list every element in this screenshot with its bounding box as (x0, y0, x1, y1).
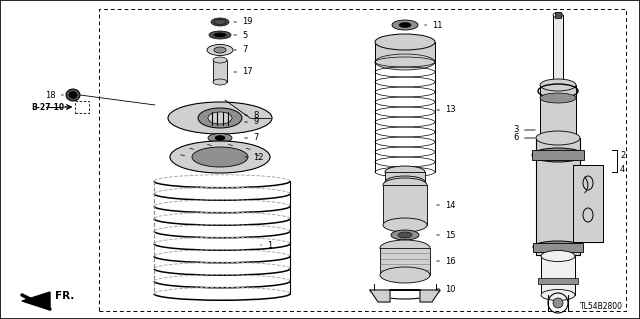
Ellipse shape (541, 250, 575, 262)
Ellipse shape (383, 178, 427, 192)
Text: TL54B2800: TL54B2800 (580, 302, 623, 311)
Ellipse shape (213, 79, 227, 85)
Text: 9: 9 (244, 117, 259, 127)
Ellipse shape (69, 92, 77, 99)
Bar (375, 42, 435, 62)
Ellipse shape (215, 136, 225, 140)
Ellipse shape (207, 44, 233, 56)
Bar (541, 256, 575, 295)
Ellipse shape (168, 102, 272, 134)
Bar (533, 243, 583, 252)
Ellipse shape (533, 241, 583, 253)
Polygon shape (22, 292, 50, 310)
Bar (99, 9, 626, 311)
Text: 17: 17 (234, 68, 253, 77)
Text: 12: 12 (244, 152, 264, 161)
Ellipse shape (392, 20, 418, 30)
Ellipse shape (399, 23, 411, 27)
Text: 4: 4 (620, 166, 625, 174)
Text: 16: 16 (436, 256, 456, 265)
Bar (383, 185, 427, 225)
Bar (75, 101, 89, 113)
Text: 3: 3 (514, 125, 535, 135)
Text: 10: 10 (436, 285, 456, 293)
Ellipse shape (553, 298, 563, 308)
Bar (213, 60, 227, 82)
Text: 19: 19 (234, 18, 253, 26)
Ellipse shape (208, 112, 232, 124)
Text: 8: 8 (244, 110, 259, 120)
Ellipse shape (540, 79, 576, 91)
Text: 18: 18 (45, 91, 63, 100)
Ellipse shape (192, 147, 248, 167)
Ellipse shape (541, 290, 575, 300)
Ellipse shape (383, 218, 427, 232)
Ellipse shape (208, 133, 232, 143)
Bar (553, 15, 563, 85)
Ellipse shape (380, 240, 430, 256)
Ellipse shape (540, 132, 576, 144)
Ellipse shape (375, 34, 435, 50)
Text: 14: 14 (436, 201, 456, 210)
Ellipse shape (66, 89, 80, 101)
Ellipse shape (214, 19, 226, 25)
Ellipse shape (540, 93, 576, 103)
Bar (538, 278, 578, 284)
Ellipse shape (391, 230, 419, 240)
Ellipse shape (553, 12, 563, 18)
Text: 6: 6 (514, 133, 535, 143)
Bar (385, 172, 425, 182)
Text: 7: 7 (244, 133, 259, 143)
Ellipse shape (375, 54, 435, 70)
Ellipse shape (380, 267, 430, 283)
Text: 2: 2 (620, 151, 625, 160)
Ellipse shape (385, 176, 425, 188)
Text: B-27-10: B-27-10 (31, 102, 64, 112)
Ellipse shape (198, 108, 242, 128)
Bar (380, 248, 430, 275)
Bar (573, 165, 603, 242)
Text: 7: 7 (234, 46, 248, 55)
Ellipse shape (385, 166, 425, 178)
Text: 11: 11 (425, 20, 442, 29)
Ellipse shape (532, 148, 584, 162)
Text: 13: 13 (437, 106, 456, 115)
Bar (555, 12, 561, 18)
Bar (532, 150, 584, 160)
Bar (540, 85, 576, 138)
Ellipse shape (170, 141, 270, 173)
Ellipse shape (536, 131, 580, 145)
Bar (536, 138, 580, 255)
Text: 15: 15 (436, 231, 456, 240)
Ellipse shape (213, 57, 227, 63)
Ellipse shape (398, 232, 412, 238)
Ellipse shape (214, 33, 226, 37)
Text: 1: 1 (260, 241, 272, 249)
Polygon shape (370, 290, 440, 302)
Ellipse shape (214, 47, 226, 53)
Ellipse shape (209, 31, 231, 39)
Ellipse shape (211, 18, 229, 26)
Text: 5: 5 (234, 31, 247, 40)
Text: FR.: FR. (55, 291, 74, 301)
